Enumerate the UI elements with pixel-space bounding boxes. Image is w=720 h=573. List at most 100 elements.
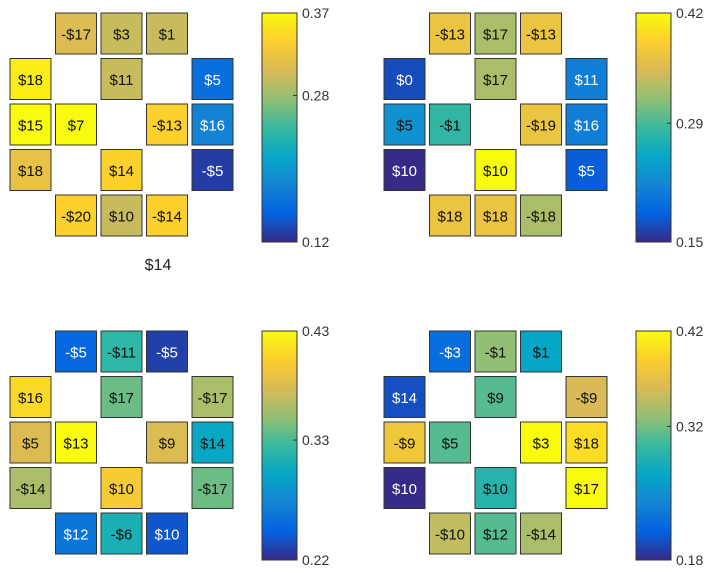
heatmap-cell (383, 103, 426, 146)
colorbar-tick-label: 0.42 (676, 5, 703, 21)
cell-label: -$9 (576, 390, 598, 407)
cell-label: $18 (18, 163, 43, 180)
heatmap-cell (9, 376, 52, 418)
cell-label: -$5 (202, 163, 224, 180)
cell-label: $1 (159, 27, 176, 44)
cell-label: $10 (483, 481, 508, 498)
panel-bottom-left: -$5 -$11 -$5 $16 $17 -$17 $5 $13 $9 $14 -$14 $10 -$1… (9, 323, 329, 568)
cell-label: $16 (574, 118, 599, 135)
cell-label: $14 (200, 436, 225, 453)
cell-label: $9 (159, 436, 176, 453)
cell-label: -$18 (526, 209, 556, 226)
cell-label: $15 (18, 118, 43, 135)
heatmap-cell (565, 421, 608, 464)
cell-label: $17 (483, 27, 508, 44)
heatmap-cell (55, 330, 97, 373)
cell-label: $17 (483, 72, 508, 89)
cell-label: -$11 (107, 345, 136, 362)
heatmap-cell (383, 376, 426, 418)
heatmap-cell (100, 512, 143, 555)
colorbar (261, 330, 298, 561)
heatmap-cell (100, 467, 143, 509)
cell-label: $10 (109, 209, 134, 226)
colorbar-tick-label: 0.43 (302, 323, 329, 339)
heatmap-cell (191, 103, 234, 146)
cell-label: -$17 (197, 390, 227, 407)
cell-label: -$3 (439, 345, 461, 362)
panel-bottom-right: -$3 -$1 $1 $14 $9 -$9 -$9 $5 $3 $18 $10 $10 $17 -$10 $… (383, 323, 703, 568)
heatmap-cell (55, 512, 97, 555)
cell-label: $10 (392, 481, 417, 498)
heatmap-cell (100, 58, 143, 100)
cell-label: -$14 (526, 527, 556, 544)
cell-label: $13 (63, 436, 88, 453)
heatmap-cell (520, 103, 562, 146)
heatmap-cell (565, 149, 608, 191)
cell-label: $17 (574, 481, 599, 498)
cell-label: -$17 (61, 27, 91, 44)
heatmap-cell (55, 103, 97, 146)
heatmap-cell (429, 194, 471, 237)
cell-label: $3 (533, 436, 550, 453)
cell-label: $10 (109, 481, 134, 498)
colorbar-tick-label: 0.42 (676, 323, 703, 339)
colorbar-tick-label: 0.18 (676, 552, 703, 568)
cell-label: $14 (392, 390, 417, 407)
heatmap-cell (429, 330, 471, 373)
heatmap-cell (191, 467, 234, 509)
cell-label: $10 (154, 527, 179, 544)
heatmap-cell (474, 376, 517, 418)
heatmap-cell (55, 12, 97, 55)
heatmap-cell (474, 194, 517, 237)
cell-label: -$1 (485, 345, 507, 362)
heatmap-cell (429, 421, 471, 464)
cell-label: -$6 (111, 527, 133, 544)
cell-label: -$1 (439, 118, 461, 135)
cell-label: $3 (113, 27, 130, 44)
cell-label: $5 (578, 163, 595, 180)
heatmap-cell (383, 149, 426, 191)
cell-label: $18 (574, 436, 599, 453)
heatmap-cell (9, 467, 52, 509)
cell-label: $9 (487, 390, 504, 407)
cell-label: -$13 (435, 27, 465, 44)
heatmap-cell (9, 421, 52, 464)
cell-label: $5 (442, 436, 459, 453)
cell-label: $14 (109, 163, 134, 180)
heatmap-cell (565, 376, 608, 418)
heatmap-cell (146, 421, 188, 464)
heatmap-cell (100, 376, 143, 418)
colorbar-tick-label: 0.29 (676, 115, 703, 131)
heatmap-cell (429, 12, 471, 55)
cell-label: -$14 (152, 209, 182, 226)
cell-label: $7 (68, 118, 85, 135)
heatmap-cell (146, 330, 188, 373)
cell-label: -$13 (152, 118, 182, 135)
heatmap-cell (520, 194, 562, 237)
colorbar-tick-label: 0.15 (676, 234, 703, 250)
heatmap-cell (474, 149, 517, 191)
cell-label: -$14 (15, 481, 45, 498)
cell-label: $1 (533, 345, 550, 362)
heatmap-cell (146, 194, 188, 237)
heatmap-cell (55, 421, 97, 464)
cell-label: $18 (18, 72, 43, 89)
heatmap-cell (55, 194, 97, 237)
colorbar-tick-label: 0.33 (302, 432, 329, 448)
heatmap-cell (520, 330, 562, 373)
heatmap-cell (474, 12, 517, 55)
colorbar-tick-label: 0.22 (302, 552, 329, 568)
colorbar-tick-label: 0.32 (676, 418, 703, 434)
cell-label: $5 (204, 72, 221, 89)
heatmap-cell (474, 467, 517, 509)
heatmap-cell (191, 376, 234, 418)
cell-label: $16 (200, 118, 225, 135)
heatmap-cell (520, 512, 562, 555)
cell-label: -$20 (61, 209, 91, 226)
cell-label: -$17 (197, 481, 227, 498)
cell-label: $16 (18, 390, 43, 407)
caption: $14 (145, 257, 172, 274)
colorbar-tick-label: 0.37 (302, 5, 329, 21)
heatmap-cell (474, 512, 517, 555)
